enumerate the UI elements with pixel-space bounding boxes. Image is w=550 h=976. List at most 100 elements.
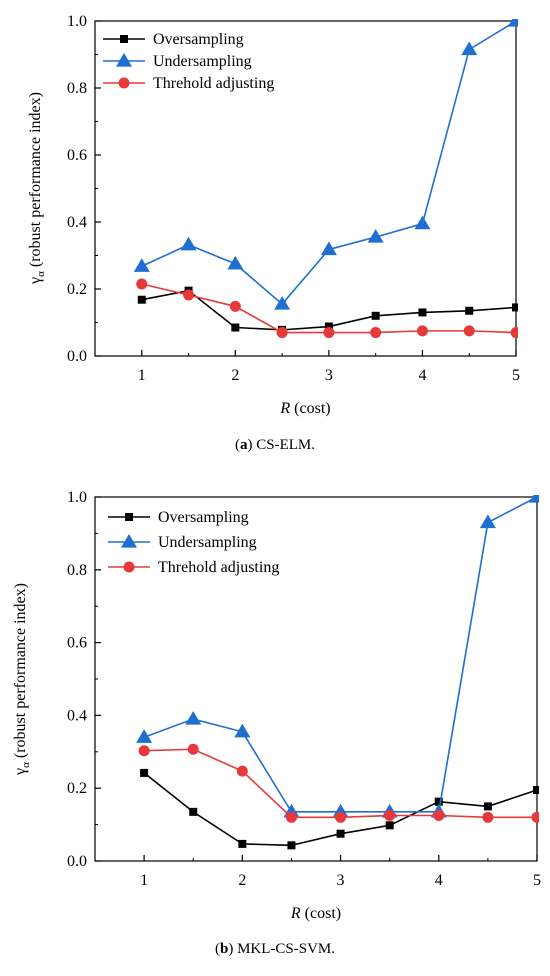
legend-marker <box>116 53 132 67</box>
data-point <box>508 19 518 27</box>
y-tick-label: 0.4 <box>67 707 87 724</box>
figure-caption: (a) CS-ELM. <box>235 437 315 453</box>
x-tick-label: 1 <box>140 872 148 889</box>
legend-label: Threhold adjusting <box>158 559 279 576</box>
caption-letter: a <box>240 437 248 453</box>
legend-marker <box>118 77 130 89</box>
data-point <box>463 325 475 337</box>
data-point <box>236 765 248 777</box>
data-point <box>138 745 150 757</box>
series-undersampling <box>133 19 518 310</box>
data-point <box>510 327 518 339</box>
x-tick-label: 5 <box>533 872 541 889</box>
legend-marker <box>123 561 135 573</box>
y-axis-label-subscript: α <box>20 762 32 768</box>
data-point <box>416 325 428 337</box>
data-point <box>414 215 431 230</box>
series-threhold-adjusting <box>136 278 518 339</box>
figure-caption: (b) MKL-CS-SVM. <box>215 941 335 957</box>
y-tick-label: 0.0 <box>67 853 87 870</box>
y-tick-label: 0.6 <box>67 147 87 164</box>
x-tick-label: 3 <box>337 872 345 889</box>
data-point <box>323 327 335 339</box>
legend-label: Oversampling <box>158 509 249 526</box>
data-point <box>238 839 247 848</box>
caption-text: CS-ELM. <box>252 437 315 453</box>
data-point <box>229 300 241 312</box>
series-threhold-adjusting <box>138 743 539 823</box>
series-oversampling <box>137 286 518 334</box>
caption-letter: b <box>220 941 228 957</box>
y-tick-label: 0.4 <box>67 214 87 231</box>
y-tick-label: 0.0 <box>67 348 87 365</box>
data-point <box>367 229 384 243</box>
data-point <box>370 327 382 339</box>
data-point <box>274 296 291 310</box>
y-tick-label: 0.2 <box>67 780 87 797</box>
chart-panel-a: 1 2 3 4 5 0.0 0.2 0.4 0.6 0.8 1.0 γα (robust perfor… <box>27 13 520 453</box>
data-point <box>461 41 478 56</box>
caption-paren-close: ) <box>228 941 233 957</box>
x-tick-label: 4 <box>418 367 426 384</box>
data-point <box>434 797 443 806</box>
data-point <box>529 495 539 503</box>
data-point <box>136 729 153 743</box>
series-oversampling <box>140 768 539 850</box>
data-point <box>418 308 427 317</box>
data-point <box>482 811 494 823</box>
legend-entry: Threhold adjusting <box>108 559 279 576</box>
data-point <box>433 810 445 821</box>
y-axis-label: γα (robust performance index) <box>27 92 47 285</box>
caption-paren-open: ( <box>215 941 220 957</box>
y-axis-label: γα (robust performance index) <box>12 583 32 776</box>
x-tick-label: 3 <box>325 367 333 384</box>
x-axis-label-symbol: R <box>279 400 290 417</box>
data-point <box>531 811 539 823</box>
data-point <box>371 311 380 320</box>
y-tick-label: 1.0 <box>67 13 87 30</box>
data-point <box>185 711 202 725</box>
legend-label: Threhold adjusting <box>153 75 274 92</box>
y-tick-label: 0.6 <box>67 635 87 652</box>
data-point <box>136 278 148 290</box>
data-point <box>320 241 337 256</box>
data-point <box>533 786 539 795</box>
legend-entry: Oversampling <box>108 509 249 526</box>
chart-panel-b: 1 2 3 4 5 0.0 0.2 0.4 0.6 0.8 1.0 γα (robust perfor… <box>12 489 541 957</box>
y-tick-label: 1.0 <box>67 489 87 506</box>
legend-entry: Threhold adjusting <box>103 75 274 92</box>
data-point <box>133 258 150 272</box>
data-point <box>465 306 474 315</box>
data-point <box>512 303 518 312</box>
x-tick-label: 5 <box>512 367 520 384</box>
data-point <box>137 295 146 304</box>
legend-label: Oversampling <box>153 31 244 48</box>
data-point <box>324 322 333 331</box>
x-axis-label: R (cost) <box>279 400 330 417</box>
y-axis-label-text: (robust performance index) <box>27 92 44 271</box>
x-tick-label: 4 <box>435 872 443 889</box>
x-axis-label-symbol: R <box>290 905 301 922</box>
y-axis-label-text: (robust performance index) <box>12 583 29 762</box>
x-axis-label: R (cost) <box>290 905 341 922</box>
data-point <box>479 514 496 529</box>
y-axis-label-subscript: α <box>35 271 47 277</box>
legend-marker <box>120 35 128 43</box>
y-tick-label: 0.8 <box>67 562 87 579</box>
caption-paren-open: ( <box>235 437 240 453</box>
data-point <box>287 841 296 850</box>
data-point <box>276 327 288 339</box>
data-point <box>189 807 198 816</box>
legend-entry: Oversampling <box>103 31 244 48</box>
y-axis-label-symbol: γ <box>12 768 29 776</box>
x-axis-label-text: (cost) <box>301 905 341 922</box>
x-tick-label: 2 <box>238 872 246 889</box>
y-tick-label: 0.8 <box>67 80 87 97</box>
legend-marker <box>121 534 137 548</box>
x-tick-label: 2 <box>231 367 239 384</box>
data-point <box>335 811 347 823</box>
caption-text: MKL-CS-SVM. <box>233 941 335 957</box>
data-point <box>285 811 297 823</box>
x-axis-label-text: (cost) <box>290 400 330 417</box>
